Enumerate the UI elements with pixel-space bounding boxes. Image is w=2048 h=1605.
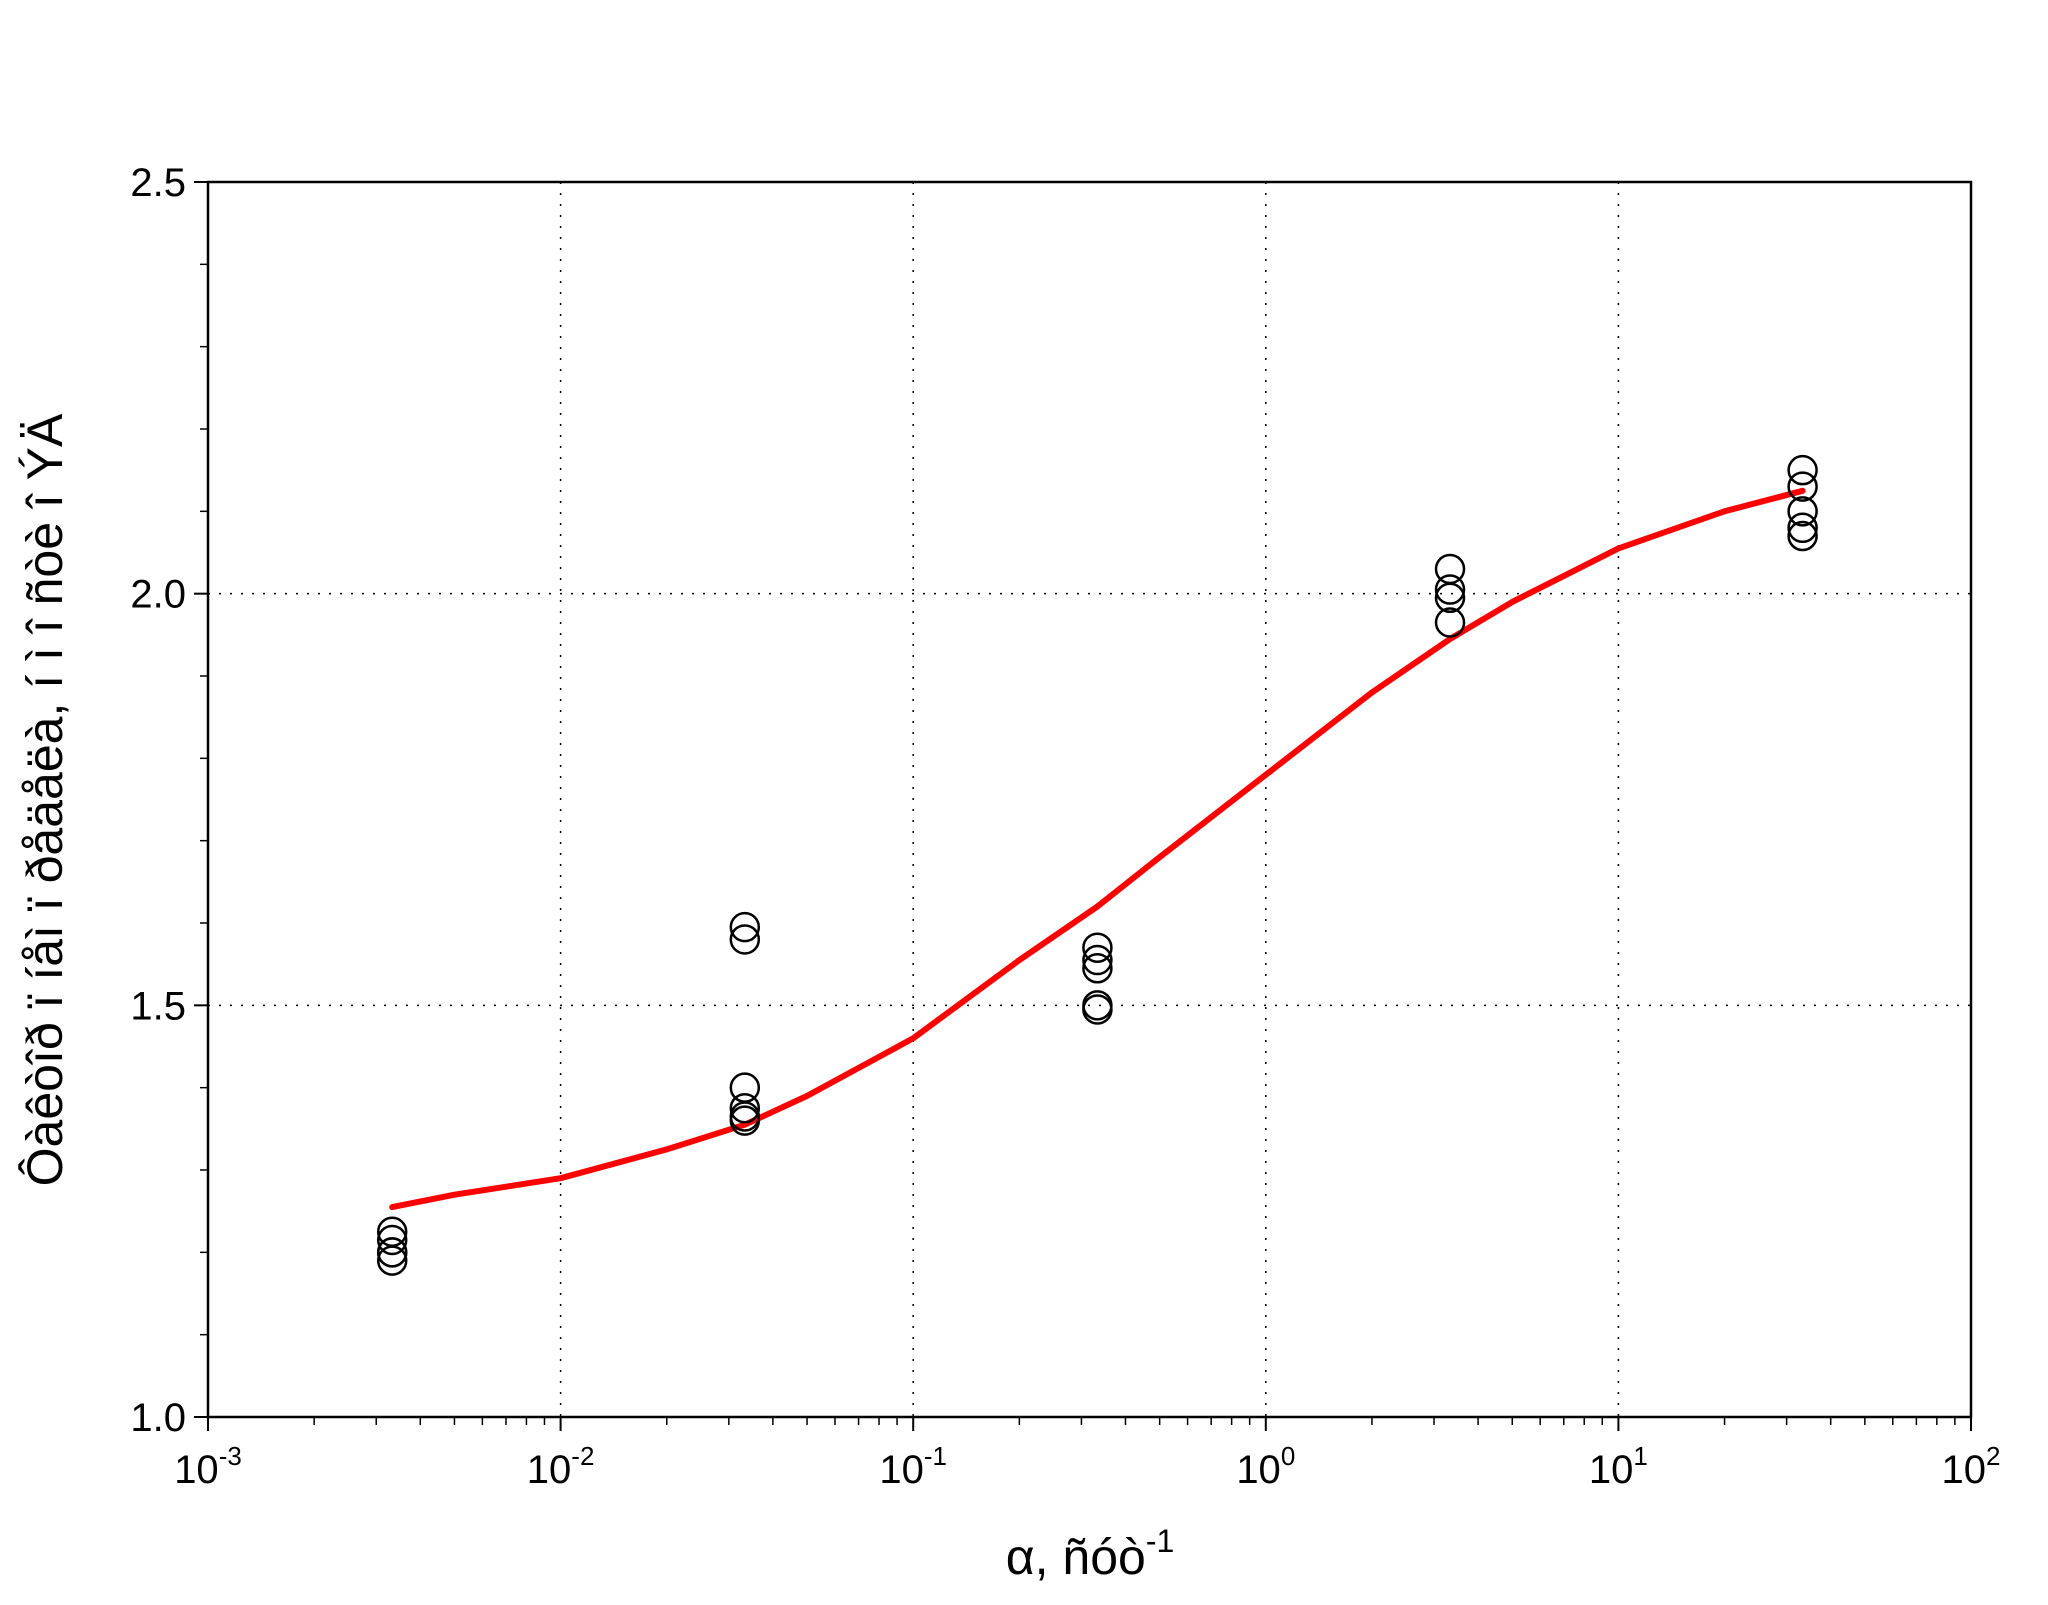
data-point <box>1082 932 1113 963</box>
fit-curves <box>389 487 1806 1211</box>
data-point <box>1787 496 1818 527</box>
data-point <box>1434 607 1466 638</box>
x-tick-base: 10 <box>1589 1448 1634 1492</box>
x-tick-labels: 10-3 10-2 10-1 100 101 102 <box>174 1441 2000 1492</box>
data-point <box>1082 944 1113 976</box>
x-axis-title-main: α, ñóò <box>1006 1529 1146 1585</box>
data-point <box>376 1224 408 1256</box>
y-tick-label: 2.0 <box>130 573 186 617</box>
y-tick-label: 1.5 <box>130 984 186 1028</box>
data-point <box>376 1237 408 1268</box>
x-tick-base: 10 <box>879 1448 924 1492</box>
x-tick-base: 10 <box>174 1448 219 1492</box>
x-tick-exp: -1 <box>924 1441 947 1471</box>
data-points <box>376 454 1818 1276</box>
data-point <box>1787 471 1818 502</box>
y-tick-labels: 1.0 1.5 2.0 2.5 <box>130 161 186 1440</box>
data-point <box>729 1105 761 1136</box>
data-point <box>729 924 761 955</box>
data-point <box>1082 994 1113 1025</box>
x-axis-title: α, ñóò-1 <box>1006 1523 1175 1585</box>
x-tick-base: 10 <box>527 1448 572 1492</box>
x-tick-exp: -3 <box>219 1441 242 1471</box>
data-point <box>729 1093 761 1124</box>
axis-ticks <box>194 181 1972 1431</box>
y-tick-label: 2.5 <box>130 161 186 205</box>
x-axis-title-sup: -1 <box>1146 1523 1174 1559</box>
y-axis-title: Ôàêòîð ï íåì ï ðåäåëà, í ì î ñòè î ÝÄ <box>17 413 73 1186</box>
fit-curve <box>389 487 1806 1211</box>
data-point <box>1787 512 1818 544</box>
x-tick-label: 100 <box>1236 1441 1295 1492</box>
x-tick-base: 10 <box>1942 1448 1987 1492</box>
data-point <box>729 911 761 943</box>
x-tick-exp: 0 <box>1281 1441 1295 1471</box>
grid-lines <box>208 182 1971 1417</box>
data-point <box>376 1216 408 1247</box>
data-point <box>1787 454 1818 486</box>
data-point <box>1434 582 1466 614</box>
data-point <box>1434 574 1466 605</box>
x-tick-label: 10-1 <box>879 1441 947 1492</box>
data-point <box>1082 953 1113 984</box>
plot-frame <box>206 180 1973 1419</box>
x-tick-label: 101 <box>1589 1441 1648 1492</box>
x-tick-label: 102 <box>1942 1441 2001 1492</box>
x-tick-label: 10-3 <box>174 1441 242 1492</box>
x-tick-exp: -2 <box>571 1441 594 1471</box>
x-tick-exp: 1 <box>1633 1441 1647 1471</box>
x-tick-label: 10-2 <box>527 1441 595 1492</box>
x-tick-exp: 2 <box>1986 1441 2000 1471</box>
y-tick-label: 1.0 <box>130 1396 186 1440</box>
data-point <box>1787 520 1818 552</box>
x-tick-base: 10 <box>1236 1448 1281 1492</box>
